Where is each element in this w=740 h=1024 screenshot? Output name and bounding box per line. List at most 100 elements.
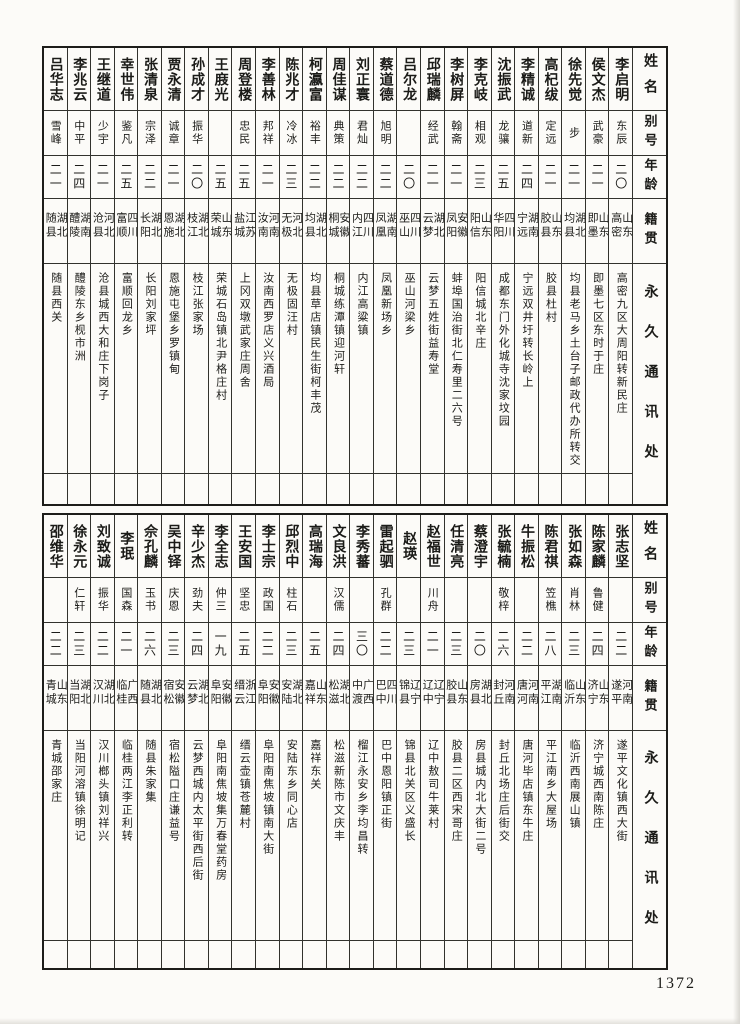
- blank-cell: [91, 474, 114, 504]
- blank-cell: [91, 941, 114, 968]
- name-cell: 李秀蕃: [350, 515, 373, 578]
- age-cell: 二一: [420, 156, 444, 199]
- alias-cell: 步: [562, 111, 585, 156]
- native-cell: 四川巴中: [373, 666, 397, 731]
- blank-cell: [44, 941, 67, 968]
- native-cell: 安徽凤阳: [444, 199, 468, 264]
- native-cell: 河南遂平: [609, 666, 632, 731]
- roster-table-top: 姓名 别号 年龄 籍贯 永久通讯处 李启明 东辰 二〇 山东高密 高密九区大周阳转新民庄 侯文杰 武豪…: [42, 46, 668, 506]
- native-cell: 山东济宁: [585, 666, 609, 731]
- name-cell: 邵维华: [43, 515, 67, 578]
- name-cell: 陈家麟: [585, 515, 609, 578]
- age-cell: 二二: [609, 623, 632, 666]
- person-column: 幸世伟 鉴凡 二五 四川富顺 富顺回龙乡: [113, 48, 138, 504]
- name-cell: 徐永元: [67, 515, 91, 578]
- person-column: 吴中铎 庆恩 二三 安徽宿松 宿松隘口庄谦益号: [160, 515, 185, 968]
- alias-cell: 柱石: [279, 578, 303, 623]
- age-cell: 三〇: [350, 623, 373, 666]
- person-column: 陈家麟 鲁健 二四 山东济宁 济宁城西南陈庄: [584, 515, 609, 968]
- name-cell: 李善林: [256, 48, 279, 111]
- blank-cell: [609, 941, 632, 968]
- blank-cell: [256, 941, 279, 968]
- name-cell: 李精诚: [515, 48, 538, 111]
- native-cell: 湖北恩施: [161, 199, 185, 264]
- native-cell: 山东嘉祥: [303, 666, 326, 731]
- name-cell: 赵福世: [420, 515, 444, 578]
- native-cell: 湖北枝江: [185, 199, 208, 264]
- address-cell: 巴中恩阳镇正街: [373, 731, 397, 941]
- age-cell: 二四: [585, 623, 609, 666]
- age-cell: 二三: [397, 623, 420, 666]
- header-label-alias: 别号: [633, 578, 666, 623]
- person-column: 雷起驷 孔群 二二 四川巴中 巴中恩阳镇正街: [372, 515, 397, 968]
- address-cell: 随县朱家集: [138, 731, 161, 941]
- person-column: 刘致诚 振华 二二 湖北汉川 汉川榔头镇刘祥兴: [90, 515, 114, 968]
- native-cell: 湖北当阳: [67, 666, 91, 731]
- name-cell: 李启明: [609, 48, 632, 111]
- age-cell: 二二: [373, 156, 397, 199]
- native-cell: 河南封丘: [491, 666, 515, 731]
- age-cell: 二六: [138, 623, 161, 666]
- person-column: 高瑞海 二五 山东嘉祥 嘉祥东关: [302, 515, 326, 968]
- alias-cell: [515, 578, 538, 623]
- blank-cell: [421, 941, 444, 968]
- alias-cell: 雪峰: [43, 111, 67, 156]
- blank-cell: [232, 474, 255, 504]
- native-cell: 河北沧县: [91, 199, 114, 264]
- blank-cell: [68, 474, 91, 504]
- blank-cell: [232, 941, 255, 968]
- address-cell: 凤凰新场乡: [373, 264, 397, 474]
- blank-cell: [115, 941, 138, 968]
- age-cell: 二二: [43, 623, 67, 666]
- alias-cell: 邦祥: [256, 111, 279, 156]
- alias-cell: [609, 578, 632, 623]
- name-cell: 邱烈中: [279, 515, 303, 578]
- person-column: 柯瀛富 裕丰 二二 湖北均县 均县草店镇民生街柯丰茂: [302, 48, 326, 504]
- age-cell: 二五: [303, 623, 326, 666]
- blank-cell: [138, 474, 161, 504]
- age-cell: 二一: [43, 156, 67, 199]
- name-cell: 陈君祺: [538, 515, 562, 578]
- person-column: 陈兆才 冷冰 二三 河北无极 无极固汪村: [278, 48, 303, 504]
- name-cell: 李克岐: [468, 48, 491, 111]
- native-cell: 山东胶县: [444, 666, 468, 731]
- native-cell: 四川华阳: [491, 199, 515, 264]
- address-cell: 房县城内北大街二号: [468, 731, 491, 941]
- alias-cell: [468, 578, 491, 623]
- alias-cell: 劲夫: [185, 578, 208, 623]
- native-cell: 湖北汉川: [91, 666, 114, 731]
- alias-cell: 庆恩: [161, 578, 185, 623]
- alias-cell: 汉儒: [326, 578, 350, 623]
- alias-cell: [444, 578, 468, 623]
- age-cell: 二五: [232, 156, 255, 199]
- name-cell: 周佳谋: [326, 48, 350, 111]
- header-label-name: 姓名: [633, 48, 666, 111]
- person-column: 吕华志 雪峰 二一 湖北随县 随县西关: [43, 48, 67, 504]
- address-cell: 阜阳南焦坡集万春堂药房: [208, 731, 232, 941]
- age-cell: 一九: [208, 623, 232, 666]
- person-column: 徐永元 仁轩 二三 湖北当阳 当阳河溶镇徐明记: [66, 515, 91, 968]
- address-cell: 均县老马乡土台子邮政代办所转交: [562, 264, 585, 474]
- alias-cell: 坚忠: [232, 578, 255, 623]
- header-label-name: 姓名: [633, 515, 666, 578]
- age-cell: 二〇: [397, 156, 420, 199]
- name-cell: 刘致诚: [91, 515, 114, 578]
- name-cell: 李兆云: [67, 48, 91, 111]
- native-cell: 湖北均县: [562, 199, 585, 264]
- alias-cell: 诚章: [161, 111, 185, 156]
- blank-cell: [68, 941, 91, 968]
- person-column: 张如森 肖林 二三 山东临沂 临沂西南展山镇: [561, 515, 585, 968]
- name-cell: 邱瑞麟: [420, 48, 444, 111]
- blank-cell: [327, 941, 350, 968]
- address-cell: 遂平文化镇西大街: [609, 731, 632, 941]
- age-cell: 二五: [208, 156, 232, 199]
- age-cell: 二四: [185, 623, 208, 666]
- address-cell: 安陆东乡同心店: [279, 731, 303, 941]
- alias-cell: 鲁健: [585, 578, 609, 623]
- person-column: 王安国 坚忠 二五 浙江缙云 缙云壶镇苍麓村: [231, 515, 255, 968]
- native-cell: 广西中渡: [350, 666, 373, 731]
- roster-table-bottom: 姓名 别号 年龄 籍贯 永久通讯处 张志坚 二二 河南遂平 遂平文化镇西大街 陈家麟 鲁健 二四 山东济…: [42, 513, 668, 970]
- address-cell: 高密九区大周阳转新民庄: [609, 264, 632, 474]
- name-cell: 辛少杰: [185, 515, 208, 578]
- age-cell: 二八: [538, 623, 562, 666]
